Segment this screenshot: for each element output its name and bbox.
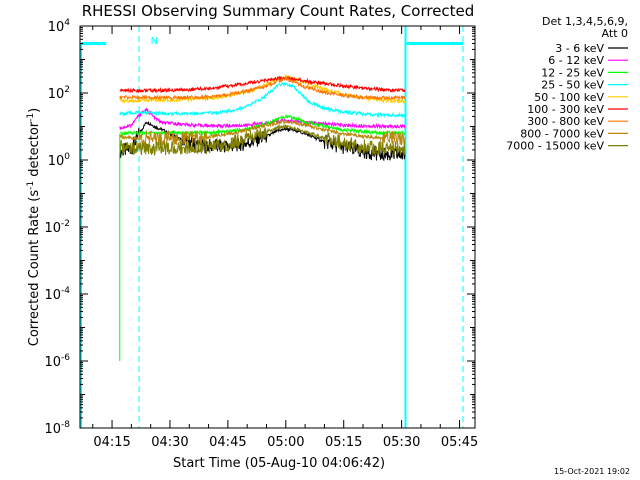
legend-header-line1: Det 1,3,4,5,6,9,: [542, 15, 628, 28]
y-tick-label-base: 10: [48, 154, 65, 169]
y-tick-label-exponent: -4: [61, 286, 70, 296]
y-tick-label-exponent: 4: [64, 18, 70, 28]
y-tick-label-exponent: 2: [64, 85, 70, 95]
legend-label: 300 - 800 keV: [527, 115, 604, 128]
y-tick-label: 100: [48, 152, 71, 169]
y-tick-label-exponent: -6: [61, 353, 70, 363]
y-axis-label-main: Corrected Count Rate (s: [27, 190, 42, 347]
y-tick-label-base: 10: [48, 20, 65, 35]
legend-label: 25 - 50 keV: [541, 79, 604, 92]
y-tick-label-base: 10: [44, 422, 61, 437]
y-axis-label: Corrected Count Rate (s-1 detector-1): [26, 108, 42, 346]
x-axis-label: Start Time (05-Aug-10 04:06:42): [173, 456, 385, 471]
y-tick-label: 10-4: [44, 286, 70, 303]
marks-layer: N: [80, 26, 464, 428]
y-tick-label-exponent: -8: [61, 420, 70, 430]
series-line-7000-15000keV: [119, 124, 406, 157]
legend-label: 100 - 300 keV: [527, 103, 604, 116]
chart-title: RHESSI Observing Summary Count Rates, Co…: [82, 2, 475, 20]
y-tick-label-base: 10: [44, 221, 61, 236]
saa-label: N: [151, 36, 158, 47]
y-axis-label-mid: detector: [27, 121, 42, 181]
y-axis-label-sup2: -1: [26, 113, 36, 122]
legend-label: 6 - 12 keV: [548, 54, 604, 67]
x-tick-label: 04:45: [209, 435, 246, 450]
legend-label: 800 - 7000 keV: [520, 127, 604, 140]
y-tick-label-base: 10: [48, 87, 65, 102]
x-tick-label: 05:45: [441, 435, 478, 450]
y-tick-label-exponent: -2: [61, 219, 70, 229]
series-line-800-7000keV: [119, 119, 406, 147]
x-tick-label: 04:15: [93, 435, 130, 450]
y-tick-label: 10-6: [44, 353, 70, 370]
y-axis-label-end: ): [27, 108, 42, 113]
y-tick-label: 10-8: [44, 420, 70, 437]
y-tick-label: 102: [48, 85, 70, 102]
y-tick-label-base: 10: [44, 288, 61, 303]
legend-label: 12 - 25 keV: [541, 66, 604, 79]
x-tick-label: 05:15: [325, 435, 362, 450]
legend-label: 50 - 100 keV: [534, 91, 604, 104]
y-tick-label-exponent: 0: [64, 152, 70, 162]
x-tick-label: 05:00: [267, 435, 304, 450]
legend-label: 7000 - 15000 keV: [506, 140, 604, 153]
legend-label: 3 - 6 keV: [555, 42, 604, 55]
legend-header-line2: Att 0: [602, 27, 628, 40]
series-line-12-25keV: [119, 113, 406, 137]
y-axis-label-sup1: -1: [26, 181, 36, 190]
y-tick-label: 10-2: [44, 219, 70, 236]
y-tick-label-base: 10: [44, 355, 61, 370]
footer-timestamp: 15-Oct-2021 19:02: [554, 467, 630, 476]
axes-layer: 04:15 04:30 04:45 05:00 05:15 05:30 05:4510-81…: [44, 18, 478, 450]
series-line-300-800keV: [119, 76, 406, 101]
x-tick-label: 05:30: [383, 435, 420, 450]
series-line-100-300keV: [119, 75, 406, 94]
series-line-25-50keV: [119, 82, 406, 119]
x-tick-label: 04:30: [151, 435, 188, 450]
y-tick-label: 104: [48, 18, 71, 35]
